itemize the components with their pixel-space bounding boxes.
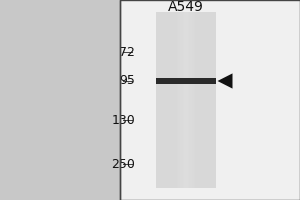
Bar bbox=[181, 12, 191, 188]
Text: 72: 72 bbox=[119, 46, 135, 58]
Bar bbox=[178, 12, 194, 188]
Bar bbox=[183, 12, 189, 188]
Bar bbox=[120, 0, 300, 200]
Bar bbox=[120, 0, 300, 200]
Bar bbox=[164, 12, 208, 188]
Bar bbox=[167, 12, 205, 188]
Bar bbox=[159, 12, 213, 188]
Bar bbox=[166, 12, 206, 188]
Bar bbox=[173, 12, 199, 188]
Bar bbox=[156, 12, 216, 188]
Bar bbox=[175, 12, 197, 188]
Text: A549: A549 bbox=[168, 0, 204, 14]
Bar bbox=[0, 0, 120, 200]
Text: 95: 95 bbox=[119, 74, 135, 88]
Bar bbox=[169, 12, 203, 188]
Bar bbox=[158, 12, 214, 188]
Bar bbox=[161, 12, 211, 188]
Bar bbox=[156, 12, 216, 188]
Bar bbox=[162, 12, 210, 188]
Bar bbox=[172, 12, 200, 188]
Bar bbox=[184, 12, 188, 188]
Text: 130: 130 bbox=[111, 114, 135, 127]
Text: 250: 250 bbox=[111, 158, 135, 170]
Bar bbox=[170, 12, 202, 188]
Polygon shape bbox=[218, 73, 232, 89]
Bar bbox=[156, 78, 216, 84]
Bar bbox=[176, 12, 196, 188]
Bar bbox=[180, 12, 192, 188]
